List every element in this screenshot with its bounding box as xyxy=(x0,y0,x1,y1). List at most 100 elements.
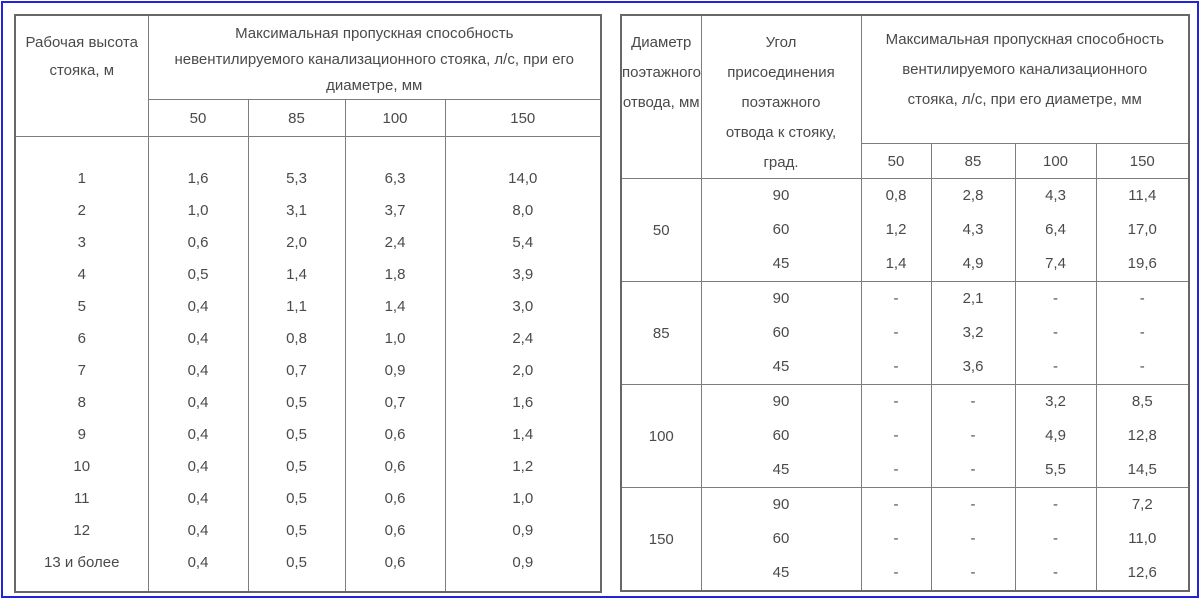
capacity-value: 2,4 xyxy=(384,234,406,251)
capacity-value: - xyxy=(1053,290,1058,307)
capacity-value: 14,0 xyxy=(508,170,538,187)
capacity-cell: 4,3 6,4 7,4 xyxy=(1014,178,1097,282)
diameter-group-row: 150 90 60 45 - - - - - - - - - 7,2 11,0 12,6 xyxy=(620,487,1190,592)
capacity-value: 3,0 xyxy=(512,298,534,315)
capacity-column-50: 1,6 1,0 0,6 0,5 0,4 0,4 0,4 0,4 0,4 0,4 0,4 0,4 0,4 xyxy=(147,136,249,592)
stack-height-value: 12 xyxy=(73,522,91,539)
capacity-value: 2,1 xyxy=(962,290,984,307)
capacity-value: 3,1 xyxy=(286,202,307,219)
capacity-value: 4,9 xyxy=(962,255,984,272)
capacity-value: 0,9 xyxy=(512,522,534,539)
angle-value: 45 xyxy=(772,564,790,581)
capacity-value: - xyxy=(970,427,976,444)
capacity-value: 0,4 xyxy=(187,554,209,571)
capacity-cell: 7,2 11,0 12,6 xyxy=(1095,487,1190,592)
capacity-value: - xyxy=(1053,358,1058,375)
angle-value: 90 xyxy=(772,496,790,513)
capacity-value: 0,4 xyxy=(187,362,209,379)
capacity-value: 3,2 xyxy=(962,324,984,341)
capacity-value: 0,6 xyxy=(384,522,406,539)
working-height-header: Рабочая высота стояка, м xyxy=(14,14,149,137)
capacity-cell: 0,8 1,2 1,4 xyxy=(860,178,932,282)
stack-height-value: 10 xyxy=(73,458,91,475)
capacity-value: 0,5 xyxy=(286,490,307,507)
capacity-value: - xyxy=(893,290,899,307)
outlet-diameter-cell: 85 xyxy=(620,281,702,385)
capacity-value: - xyxy=(1139,324,1145,341)
capacity-value: 0,5 xyxy=(286,458,307,475)
capacity-value: - xyxy=(1139,290,1145,307)
capacity-value: 2,8 xyxy=(962,187,984,204)
capacity-value: 7,4 xyxy=(1045,255,1066,272)
capacity-value: 0,8 xyxy=(286,330,307,347)
capacity-value: 0,6 xyxy=(384,490,406,507)
diameter-50-header: 50 xyxy=(147,99,249,137)
capacity-value: 1,0 xyxy=(187,202,209,219)
capacity-value: 1,8 xyxy=(384,266,406,283)
capacity-value: 1,2 xyxy=(512,458,534,475)
max-capacity-ventilated-header: Максимальная пропускная способность вент… xyxy=(860,14,1190,145)
outlet-diameter-header: Диаметр поэтажного отвода, мм xyxy=(620,14,702,179)
capacity-value: 1,4 xyxy=(286,266,307,283)
capacity-value: 1,4 xyxy=(885,255,907,272)
capacity-cell: - - - xyxy=(1095,281,1190,385)
angle-value: 90 xyxy=(772,187,790,204)
capacity-cell: - - - xyxy=(930,487,1016,592)
capacity-value: 7,2 xyxy=(1131,496,1153,513)
capacity-cell: 2,1 3,2 3,6 xyxy=(930,281,1016,385)
capacity-value: 14,5 xyxy=(1127,461,1157,478)
capacity-cell: - - - xyxy=(860,487,932,592)
capacity-value: - xyxy=(893,530,899,547)
capacity-value: 0,4 xyxy=(187,298,209,315)
angle-value: 60 xyxy=(772,530,790,547)
capacity-value: 6,3 xyxy=(384,170,406,187)
capacity-value: - xyxy=(893,358,899,375)
right-header-row: Диаметр поэтажного отвода, мм Угол присо… xyxy=(620,14,1190,179)
capacity-value: 1,0 xyxy=(512,490,534,507)
left-header-row: Рабочая высота стояка, м Максимальная пр… xyxy=(14,14,602,137)
capacity-value: 0,4 xyxy=(187,458,209,475)
capacity-cell: - - - xyxy=(1014,487,1097,592)
right-diameter-subheader-row: 50 85 100 150 xyxy=(621,143,1190,179)
angle-cell: 90 60 45 xyxy=(700,384,862,488)
capacity-value: 6,4 xyxy=(1045,221,1066,238)
max-capacity-unventilated-header: Максимальная пропускная способность неве… xyxy=(147,14,602,100)
stack-height-value: 1 xyxy=(77,170,86,187)
capacity-value: 0,9 xyxy=(512,554,534,571)
capacity-value: 12,6 xyxy=(1127,564,1157,581)
diameter-50-header: 50 xyxy=(860,143,932,179)
capacity-value: - xyxy=(893,393,899,410)
capacity-value: 0,4 xyxy=(187,522,209,539)
stack-height-value: 8 xyxy=(77,394,86,411)
capacity-value: 0,7 xyxy=(384,394,406,411)
capacity-value: 0,6 xyxy=(384,458,406,475)
capacity-value: 19,6 xyxy=(1127,255,1157,272)
stack-height-value: 9 xyxy=(77,426,86,443)
diameter-group-row: 85 90 60 45 - - - 2,1 3,2 3,6 - - - - - - xyxy=(620,281,1190,385)
diameter-100-header: 100 xyxy=(1014,143,1097,179)
stack-height-value: 6 xyxy=(77,330,86,347)
capacity-value: 4,3 xyxy=(1045,187,1066,204)
capacity-value: 2,0 xyxy=(286,234,307,251)
capacity-value: 4,9 xyxy=(1045,427,1066,444)
angle-cell: 90 60 45 xyxy=(700,487,862,592)
right-table-body: 50 90 60 45 0,8 1,2 1,4 2,8 4,3 4,9 4,3 6,4 7,4 11,4 1… xyxy=(620,178,1190,592)
capacity-cell: 2,8 4,3 4,9 xyxy=(930,178,1016,282)
capacity-value: - xyxy=(893,461,899,478)
capacity-value: 0,4 xyxy=(187,490,209,507)
diameter-group-row: 100 90 60 45 - - - - - - 3,2 4,9 5,5 8,5 12,8 14,5 xyxy=(620,384,1190,488)
capacity-cell: - - - xyxy=(1014,281,1097,385)
capacity-value: 3,9 xyxy=(512,266,534,283)
capacity-value: 8,5 xyxy=(1131,393,1153,410)
diameter-150-header: 150 xyxy=(1095,143,1190,179)
capacity-value: 0,5 xyxy=(187,266,209,283)
angle-value: 45 xyxy=(772,358,790,375)
capacity-value: - xyxy=(1053,496,1058,513)
capacity-value: - xyxy=(970,496,976,513)
capacity-value: 0,6 xyxy=(187,234,209,251)
connection-angle-header: Угол присоединения поэтажного отвода к с… xyxy=(700,14,862,179)
capacity-value: 0,6 xyxy=(384,426,406,443)
stack-height-value: 3 xyxy=(77,234,86,251)
stack-height-value: 2 xyxy=(77,202,86,219)
